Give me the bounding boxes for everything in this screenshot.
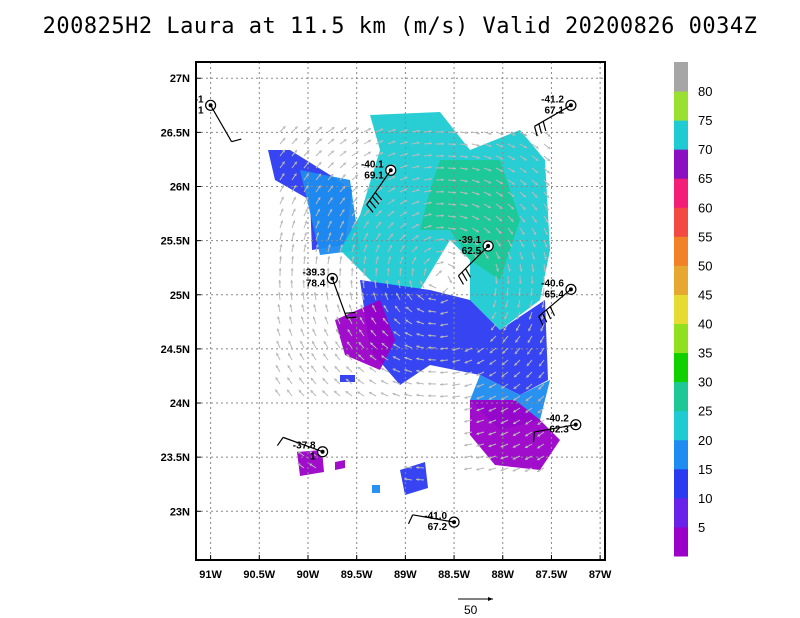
observation-station: -39.378.4 [303,268,357,319]
colorbar-swatch [674,410,688,441]
colorbar-swatch [674,207,688,237]
colorbar-label: 35 [698,346,712,361]
y-tick-label: 24.5N [161,344,190,356]
station-value: 78.4 [306,279,326,290]
y-tick-label: 23N [170,506,190,518]
y-tick-label: 23.5N [161,452,190,464]
colorbar-swatch [674,149,688,179]
station-value: 1 [198,105,204,116]
station-temperature: -40.6 [541,278,564,289]
colorbar-swatch [674,439,688,470]
station-value: 62.5 [462,246,482,257]
station-temperature: -41.2 [541,94,564,105]
colorbar-label: 55 [698,229,712,244]
plot-frame [195,61,606,561]
colorbar-label: 65 [698,171,712,186]
x-tick-label: 88W [491,569,514,581]
observation-station: -37.81 [276,436,329,463]
wind-vectors [274,125,551,482]
y-tick-label: 25N [170,290,190,302]
station-value: 62.3 [549,425,569,436]
colorbar-swatch [674,294,688,325]
station-temperature: -37.8 [293,441,316,452]
station-temperature: -41.0 [424,511,447,522]
observation-station: -40.169.1 [361,159,397,213]
observation-station: -40.665.4 [538,278,577,326]
colorbar-label: 5 [698,520,705,535]
colorbar-label: 60 [698,200,712,215]
colorbar-label: 80 [698,84,712,99]
colorbar-label: 40 [698,317,712,332]
observation-station: -41.067.2 [407,511,460,533]
station-temperature: -1 [195,94,204,105]
x-tick-label: 90.5W [243,569,275,581]
colorbar: 5 10 15 20 25 30 35 40 45 50 55 60 65 70 75 80 [674,62,712,557]
observation-station: -40.262.3 [532,414,582,442]
x-tick-label: 89.5W [341,569,373,581]
colorbar-label: 15 [698,462,712,477]
colorbar-label: 10 [698,491,712,506]
observation-stations: -11-41.267.1-40.169.1-39.162.5-39.378.4-… [195,94,582,533]
colorbar-swatch [674,352,688,383]
station-temperature: -39.3 [303,268,326,279]
y-tick-label: 27N [170,73,190,85]
colorbar-swatch [674,265,688,295]
reference-vector-label: 50 [464,603,478,617]
colorbar-label: 30 [698,375,712,390]
station-value: 67.1 [544,105,564,116]
colorbar-swatch [674,120,688,150]
x-tick-label: 87W [589,569,612,581]
colorbar-label: 50 [698,258,712,273]
station-temperature: -39.1 [458,235,481,246]
wind-speed-swath [268,112,560,495]
colorbar-swatch [674,381,688,412]
x-tick-label: 90W [297,569,320,581]
colorbar-swatch [674,526,688,557]
observation-station: -39.162.5 [457,235,494,285]
colorbar-swatch [674,178,688,208]
colorbar-swatch [674,91,688,121]
x-tick-label: 88.5W [438,569,470,581]
colorbar-label: 20 [698,433,712,448]
y-tick-label: 24N [170,398,190,410]
colorbar-label: 70 [698,142,712,157]
colorbar-label: 75 [698,113,712,128]
reference-vector: 50 [458,597,493,617]
lat-lon-gridlines [196,62,605,560]
station-value: 69.1 [364,170,384,181]
plot-title: 200825H2 Laura at 11.5 km (m/s) Valid 20… [42,14,758,39]
colorbar-swatch [674,236,688,266]
station-value: 65.4 [544,289,564,300]
station-temperature: -40.2 [546,414,569,425]
x-tick-label: 91W [199,569,222,581]
colorbar-label: 25 [698,404,712,419]
colorbar-swatch [674,468,688,499]
x-tick-label: 87.5W [536,569,568,581]
y-tick-label: 25.5N [161,236,190,248]
y-tick-label: 26.5N [161,127,190,139]
colorbar-label: 45 [698,287,712,302]
y-tick-label: 26N [170,182,190,194]
station-temperature: -40.1 [361,159,384,170]
station-value: 1 [310,452,316,463]
colorbar-swatch [674,62,688,92]
observation-station: -11 [195,94,242,143]
observation-station: -41.267.1 [533,94,577,137]
x-tick-label: 89W [394,569,417,581]
station-value: 67.2 [428,522,448,533]
colorbar-swatch [674,497,688,528]
axis-ticks: 91W 90.5W 90W 89.5W 89W 88.5W 88W 87.5W 87W 27N 26… [161,73,612,581]
colorbar-swatch [674,323,688,354]
